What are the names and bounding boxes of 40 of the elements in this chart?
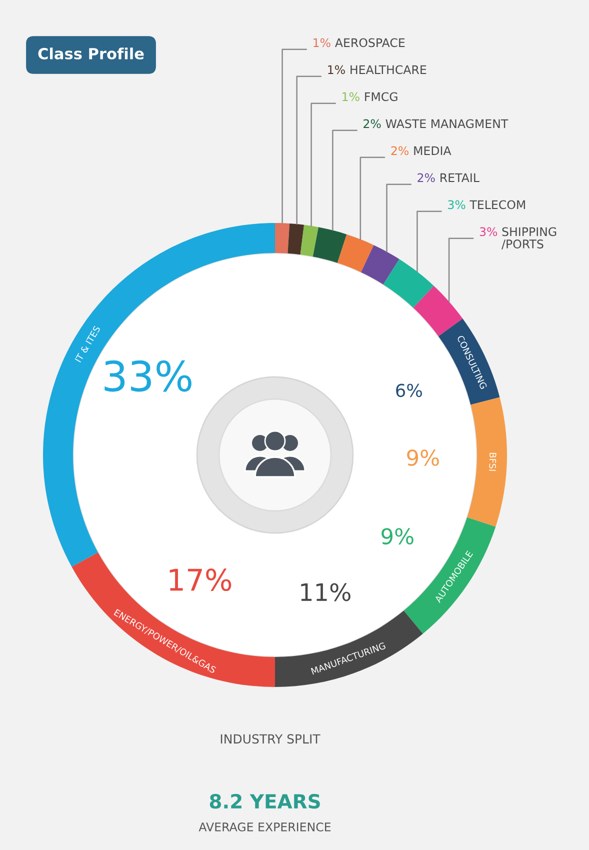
donut-slice [43, 223, 275, 567]
data-label: 1% [314, 38, 330, 48]
data-label: 3% [448, 200, 466, 210]
slice-label: HEALTHCARE [350, 65, 426, 74]
slice-label: SHIPPING /PORTS [502, 227, 556, 250]
slice-label: FMCG [365, 92, 398, 102]
donut-slice [413, 286, 463, 336]
donut-slice [300, 224, 318, 257]
donut-slice [72, 552, 275, 687]
data-label: 2% [391, 146, 408, 156]
donut-slice [467, 397, 507, 527]
data-label: 9% [382, 528, 414, 544]
donut-slice [275, 610, 423, 687]
donut-slice [438, 318, 500, 405]
donut-slice [312, 227, 347, 263]
slice-label: BFSI [488, 452, 496, 471]
data-label: 3% [480, 227, 498, 236]
data-label: 1% [328, 65, 345, 74]
slice-label: TELECOM [470, 200, 525, 210]
data-label: 33% [104, 360, 192, 392]
data-label: 2% [364, 119, 381, 128]
donut-slice [275, 223, 290, 254]
donut-slice [288, 223, 304, 255]
slice-label: RETAIL [440, 173, 480, 182]
slice-label: AEROSPACE [335, 38, 405, 48]
donut-slice [361, 245, 400, 284]
data-label: 2% [418, 173, 435, 182]
donut-slice [337, 234, 374, 272]
data-label: 9% [407, 450, 439, 466]
text: INDUSTRY SPLIT [220, 734, 320, 744]
data-label: 11% [301, 583, 350, 602]
text: 8.2 YEARS [210, 794, 320, 809]
text: AVERAGE EXPERIENCE [198, 822, 331, 832]
slice-label: WASTE MANAGMENT [386, 119, 508, 128]
slice-label: MEDIA [414, 146, 452, 155]
data-label: 17% [170, 568, 232, 592]
data-label: 1% [342, 92, 360, 102]
text: Class Profile [38, 48, 144, 60]
donut-slice [383, 259, 434, 308]
data-label: 6% [396, 384, 422, 398]
